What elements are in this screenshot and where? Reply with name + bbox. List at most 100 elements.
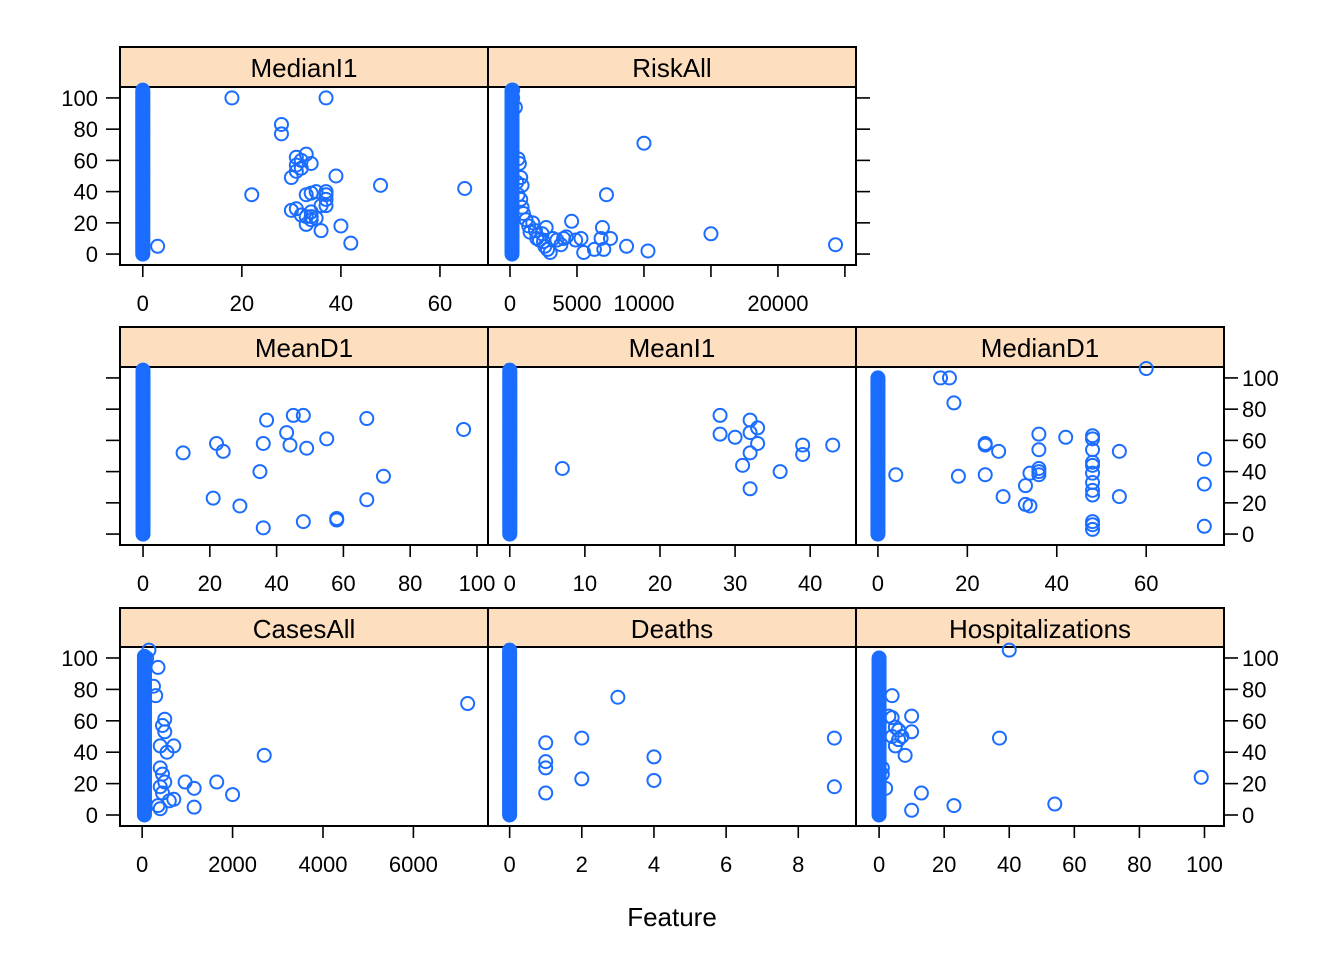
data-point: [259, 412, 275, 428]
data-point: [1085, 457, 1101, 473]
x-tick-label-medianD1: 20: [955, 571, 979, 596]
data-point: [586, 241, 602, 257]
x-tick-label-riskAll: 20000: [747, 291, 808, 316]
data-point: [1022, 465, 1038, 481]
data-point: [186, 780, 202, 796]
data-point: [742, 445, 758, 461]
x-tick-label-riskAll: 0: [504, 291, 516, 316]
x-tick-label-deaths: 4: [648, 852, 660, 877]
data-point: [712, 426, 728, 442]
data-point: [175, 445, 191, 461]
y-tick-label-left: 20: [74, 211, 98, 236]
y-tick-label-left: 100: [61, 86, 98, 111]
y-tick-label-right: 40: [1242, 740, 1266, 765]
data-point: [375, 468, 391, 484]
data-point: [273, 126, 289, 142]
data-point: [598, 187, 614, 203]
data-point: [282, 437, 298, 453]
x-tick-label-medianD1: 40: [1045, 571, 1069, 596]
data-point: [252, 464, 268, 480]
data-point: [460, 696, 476, 712]
x-tick-label-medianI1: 0: [137, 291, 149, 316]
x-tick-label-casesAll: 2000: [208, 852, 257, 877]
data-point: [224, 90, 240, 106]
strip-header-meanI1: [487, 326, 857, 368]
x-tick-label-casesAll: 6000: [389, 852, 438, 877]
data-point: [538, 754, 554, 770]
data-point: [574, 771, 590, 787]
data-point: [505, 90, 521, 106]
data-point: [1031, 426, 1047, 442]
data-point: [308, 210, 324, 226]
data-point: [318, 90, 334, 106]
data-point: [205, 490, 221, 506]
data-point: [343, 235, 359, 251]
panel-frame-casesAll: [119, 646, 489, 827]
data-point: [135, 82, 151, 98]
data-point: [313, 223, 329, 239]
strip-header-riskAll: [487, 46, 857, 88]
panel-meanD1: MeanD1 0 20 40 60 80 100: [106, 326, 495, 596]
data-point: [1022, 498, 1038, 514]
panel-hospitalizations: Hospitalizations 0 20 40 60 80 100 0 20 40 60 80 100: [855, 607, 1279, 877]
strip-title-hospitalizations: Hospitalizations: [949, 614, 1131, 644]
y-tick-label-right: 60: [1242, 709, 1266, 734]
data-point: [232, 498, 248, 514]
data-point: [255, 436, 271, 452]
data-point: [1196, 518, 1212, 534]
strip-title-casesAll: CasesAll: [253, 614, 356, 644]
data-point: [295, 514, 311, 530]
x-tick-label-hospitalizations: 60: [1062, 852, 1086, 877]
data-point: [950, 468, 966, 484]
y-tick-label-right: 20: [1242, 491, 1266, 516]
data-point: [1111, 489, 1127, 505]
data-point: [735, 457, 751, 473]
y-tick-label-right: 20: [1242, 772, 1266, 797]
data-point: [933, 370, 949, 386]
x-tick-label-casesAll: 4000: [299, 852, 348, 877]
strip-title-meanI1: MeanI1: [629, 333, 716, 363]
data-point: [273, 116, 289, 132]
data-point: [328, 168, 344, 184]
strip-header-medianD1: [855, 326, 1225, 368]
data-point: [558, 229, 574, 245]
data-point: [878, 780, 894, 796]
data-point: [772, 464, 788, 480]
data-point: [507, 99, 523, 115]
data-point: [1085, 517, 1101, 533]
x-tick-label-meanI1: 10: [573, 571, 597, 596]
data-point: [564, 213, 580, 229]
panel-meanI1: MeanI1 0 10 20 30 40: [487, 326, 857, 596]
data-point: [826, 779, 842, 795]
data-point: [884, 688, 900, 704]
data-point: [941, 370, 957, 386]
panel-frame-meanD1: [119, 366, 489, 546]
data-point: [359, 411, 375, 427]
x-axis-label: Feature: [627, 902, 717, 932]
data-point: [870, 370, 886, 386]
data-point: [513, 170, 529, 186]
x-tick-label-riskAll: 10000: [613, 291, 674, 316]
data-point: [150, 798, 166, 814]
data-point: [308, 184, 324, 200]
x-tick-label-deaths: 8: [792, 852, 804, 877]
data-point: [554, 460, 570, 476]
data-point: [576, 245, 592, 261]
data-point: [525, 215, 541, 231]
data-point: [1085, 521, 1101, 537]
data-point: [159, 744, 175, 760]
x-tick-label-meanD1: 20: [198, 571, 222, 596]
data-point: [502, 362, 518, 378]
data-point: [1193, 769, 1209, 785]
x-tick-label-meanI1: 0: [504, 571, 516, 596]
panel-riskAll: RiskAll 0 5000 10000 20000: [487, 46, 870, 316]
data-point: [1196, 476, 1212, 492]
data-point: [1138, 361, 1154, 377]
x-tick-label-medianI1: 60: [428, 291, 452, 316]
data-point: [295, 407, 311, 423]
x-tick-label-meanI1: 30: [723, 571, 747, 596]
data-point: [318, 198, 334, 214]
data-point: [828, 237, 844, 253]
data-point: [157, 774, 173, 790]
strip-header-meanD1: [119, 326, 489, 368]
